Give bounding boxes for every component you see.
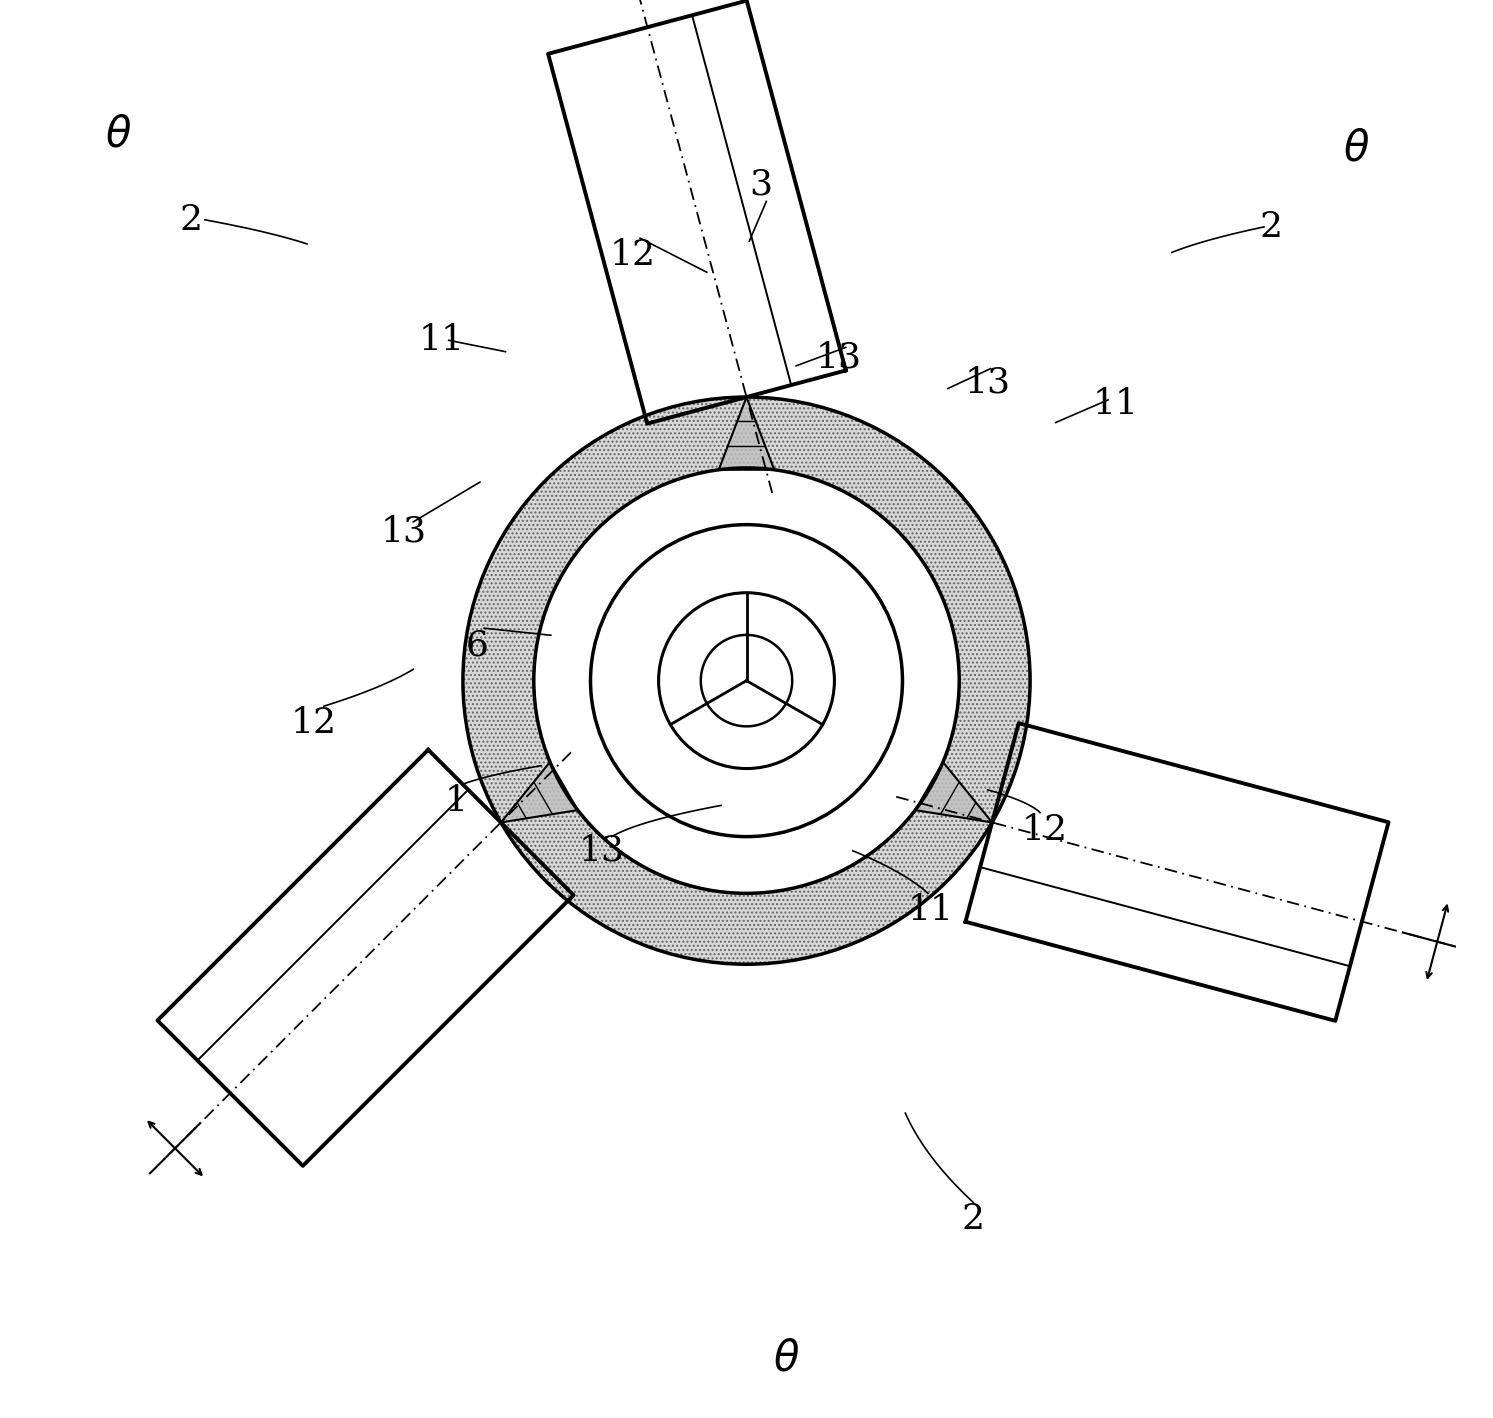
Text: 13: 13 [381,515,427,549]
Text: 2: 2 [179,203,202,237]
Text: 12: 12 [1021,813,1067,847]
Text: 1: 1 [445,784,467,818]
Text: 13: 13 [964,366,1011,400]
Text: 2: 2 [961,1202,985,1236]
Text: 11: 11 [908,893,954,927]
Text: $\theta$: $\theta$ [105,113,131,156]
Text: 11: 11 [418,323,464,357]
Text: 13: 13 [579,834,626,868]
Circle shape [534,468,959,893]
Polygon shape [915,761,993,822]
Polygon shape [500,761,578,822]
Text: 3: 3 [749,167,772,201]
Text: $\theta$: $\theta$ [1342,128,1369,170]
Text: 13: 13 [815,340,861,374]
Text: 6: 6 [466,628,488,662]
Text: 2: 2 [1260,210,1282,244]
Text: 12: 12 [291,706,337,740]
Text: $\theta$: $\theta$ [773,1337,800,1380]
Text: 12: 12 [611,238,655,272]
Polygon shape [718,397,775,469]
Text: 11: 11 [1093,387,1138,421]
